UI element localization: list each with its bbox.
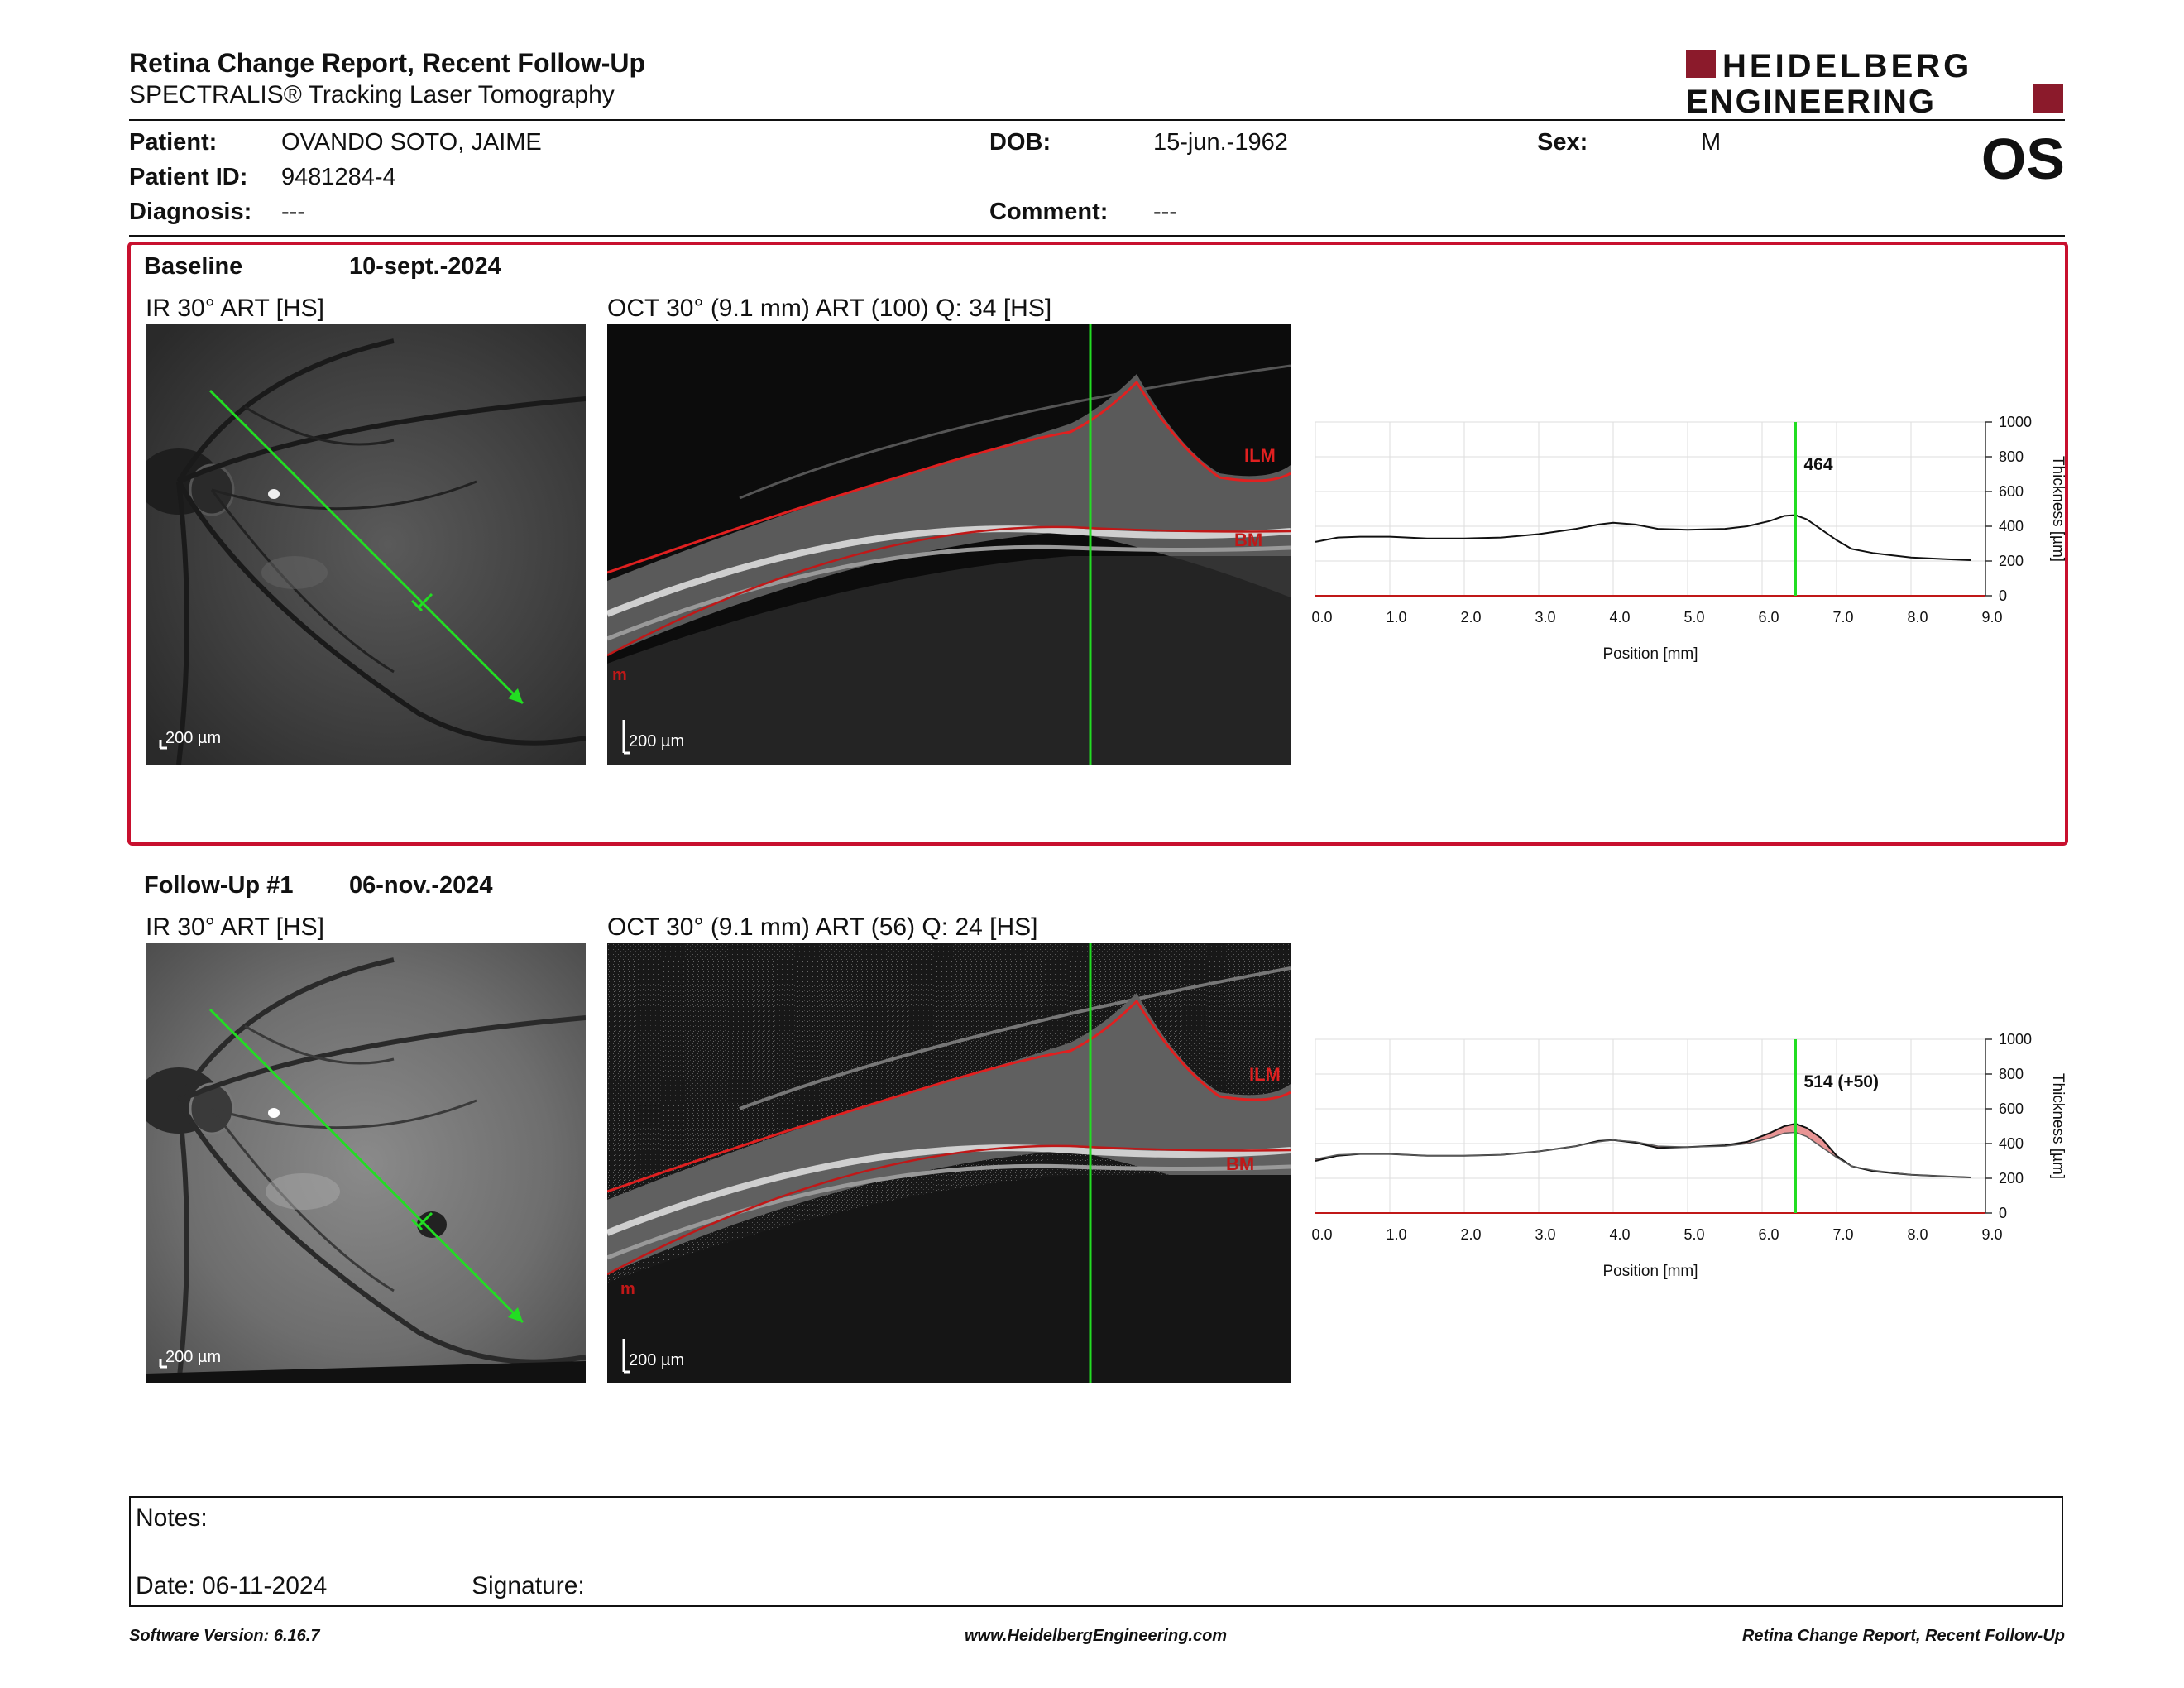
- followup-ir-scale: 200 µm: [165, 1348, 221, 1366]
- baseline-ir-title: IR 30° ART [HS]: [146, 295, 324, 322]
- baseline-oct-scale: 200 µm: [629, 732, 684, 750]
- baseline-m-label: m: [612, 666, 627, 684]
- x-tick-label: 5.0: [1684, 609, 1704, 626]
- followup-ir-title: IR 30° ART [HS]: [146, 914, 324, 941]
- x-tick-label: 8.0: [1907, 609, 1928, 626]
- x-tick-label: 7.0: [1832, 1226, 1853, 1243]
- patient-label: Patient:: [129, 129, 218, 156]
- baseline-oct-title: OCT 30° (9.1 mm) ART (100) Q: 34 [HS]: [607, 295, 1052, 322]
- x-tick-label: 1.0: [1386, 609, 1406, 626]
- marker-value-label: 514 (+50): [1804, 1072, 1879, 1091]
- followup-date: 06-nov.-2024: [349, 872, 493, 899]
- baseline-panel: [127, 242, 2068, 846]
- y-tick-label: 1000: [1999, 414, 2032, 430]
- x-tick-label: 2.0: [1460, 609, 1481, 626]
- followup-m-label: m: [620, 1280, 635, 1298]
- x-tick-label: 6.0: [1758, 609, 1779, 626]
- baseline-ilm-label: ILM: [1244, 445, 1276, 466]
- x-tick-label: 9.0: [1981, 609, 2002, 626]
- x-tick-label: 4.0: [1609, 1226, 1630, 1243]
- dob-label: DOB:: [989, 129, 1051, 156]
- x-axis-label: Position [mm]: [1602, 1263, 1698, 1280]
- followup-thickness-chart: 0.0 1.0 2.0 3.0 4.0 5.0 6.0 7.0 8.0 9.0 0 200 400 600…: [1311, 1031, 2067, 1280]
- y-tick-label: 200: [1999, 553, 2024, 569]
- y-tick-label: 400: [1999, 518, 2024, 535]
- y-tick-label: 0: [1999, 587, 2007, 604]
- patient-id-label: Patient ID:: [129, 164, 248, 190]
- followup-ilm-label: ILM: [1249, 1064, 1281, 1085]
- y-tick-label: 800: [1999, 1066, 2024, 1082]
- chart-plot-area: [1315, 1038, 1986, 1214]
- x-tick-label: 1.0: [1386, 1226, 1406, 1243]
- thickness-series-line: [1315, 514, 1971, 561]
- heidelberg-logo: HEIDELBERG ENGINEERING: [1686, 48, 2063, 116]
- followup-oct-scale: 200 µm: [629, 1351, 684, 1369]
- baseline-thickness-chart: 0.0 1.0 2.0 3.0 4.0 5.0 6.0 7.0 8.0 9.0 0 200 400 600…: [1311, 414, 2067, 663]
- y-tick-label: 600: [1999, 483, 2024, 500]
- comment-value: ---: [1153, 199, 1177, 225]
- x-tick-label: 7.0: [1832, 609, 1853, 626]
- baseline-oct-image: ILM BM m 200 µm: [607, 324, 1291, 765]
- baseline-bm-label: BM: [1234, 530, 1262, 550]
- logo-line2: ENGINEERING: [1686, 84, 1936, 116]
- y-tick-label: 400: [1999, 1135, 2024, 1152]
- x-tick-label: 4.0: [1609, 609, 1630, 626]
- followup-oct-image: ILM BM m 200 µm: [607, 943, 1291, 1383]
- logo-line1: HEIDELBERG: [1722, 48, 1972, 84]
- baseline-label: Baseline: [144, 253, 243, 280]
- x-tick-label: 0.0: [1311, 1226, 1332, 1243]
- y-tick-label: 800: [1999, 448, 2024, 465]
- x-tick-label: 9.0: [1981, 1226, 2002, 1243]
- sex-value: M: [1701, 129, 1722, 156]
- comment-label: Comment:: [989, 199, 1109, 225]
- patient-name: OVANDO SOTO, JAIME: [281, 129, 542, 156]
- y-tick-label: 200: [1999, 1170, 2024, 1187]
- x-tick-label: 3.0: [1535, 609, 1555, 626]
- notes-label: Notes:: [136, 1504, 208, 1532]
- diagnosis-label: Diagnosis:: [129, 199, 252, 225]
- software-version: Software Version: 6.16.7: [129, 1627, 320, 1645]
- diagnosis-value: ---: [281, 199, 305, 225]
- sex-label: Sex:: [1537, 129, 1588, 156]
- followup-ir-image: 200 µm: [146, 943, 586, 1383]
- patient-id-value: 9481284-4: [281, 164, 396, 190]
- chart-plot-area: [1315, 421, 1986, 597]
- baseline-date: 10-sept.-2024: [349, 253, 501, 280]
- x-tick-label: 3.0: [1535, 1226, 1555, 1243]
- x-tick-label: 8.0: [1907, 1226, 1928, 1243]
- followup-oct-title: OCT 30° (9.1 mm) ART (56) Q: 24 [HS]: [607, 914, 1038, 941]
- patient-rule: [129, 235, 2065, 237]
- y-tick-label: 0: [1999, 1205, 2007, 1221]
- signature-label: Signature:: [472, 1572, 585, 1599]
- followup-label: Follow-Up #1: [144, 872, 294, 899]
- x-tick-label: 5.0: [1684, 1226, 1704, 1243]
- eye-laterality: OS: [1980, 127, 2065, 191]
- marker-value-label: 464: [1804, 455, 1833, 474]
- notes-box: [129, 1496, 2063, 1607]
- website-link[interactable]: www.HeidelbergEngineering.com: [965, 1627, 1228, 1645]
- x-tick-label: 6.0: [1758, 1226, 1779, 1243]
- x-tick-label: 0.0: [1311, 609, 1332, 626]
- dob-value: 15-jun.-1962: [1153, 129, 1288, 156]
- header-rule: [129, 119, 2065, 121]
- x-tick-label: 2.0: [1460, 1226, 1481, 1243]
- thickness-series-line: [1315, 1131, 1971, 1178]
- notes-date: Date: 06-11-2024: [136, 1572, 328, 1599]
- baseline-ir-scale: 200 µm: [165, 729, 221, 747]
- report-title: Retina Change Report, Recent Follow-Up: [129, 48, 646, 78]
- footer-report-name: Retina Change Report, Recent Follow-Up: [1741, 1627, 2065, 1645]
- y-tick-label: 600: [1999, 1101, 2024, 1117]
- y-axis-label: Thickness [µm]: [2049, 456, 2067, 562]
- y-tick-label: 1000: [1999, 1031, 2032, 1048]
- report-subtitle: SPECTRALIS® Tracking Laser Tomography: [129, 81, 615, 108]
- y-axis-label: Thickness [µm]: [2049, 1073, 2067, 1179]
- followup-bm-label: BM: [1226, 1153, 1254, 1174]
- baseline-ir-image: 200 µm: [146, 324, 586, 765]
- x-axis-label: Position [mm]: [1602, 645, 1698, 663]
